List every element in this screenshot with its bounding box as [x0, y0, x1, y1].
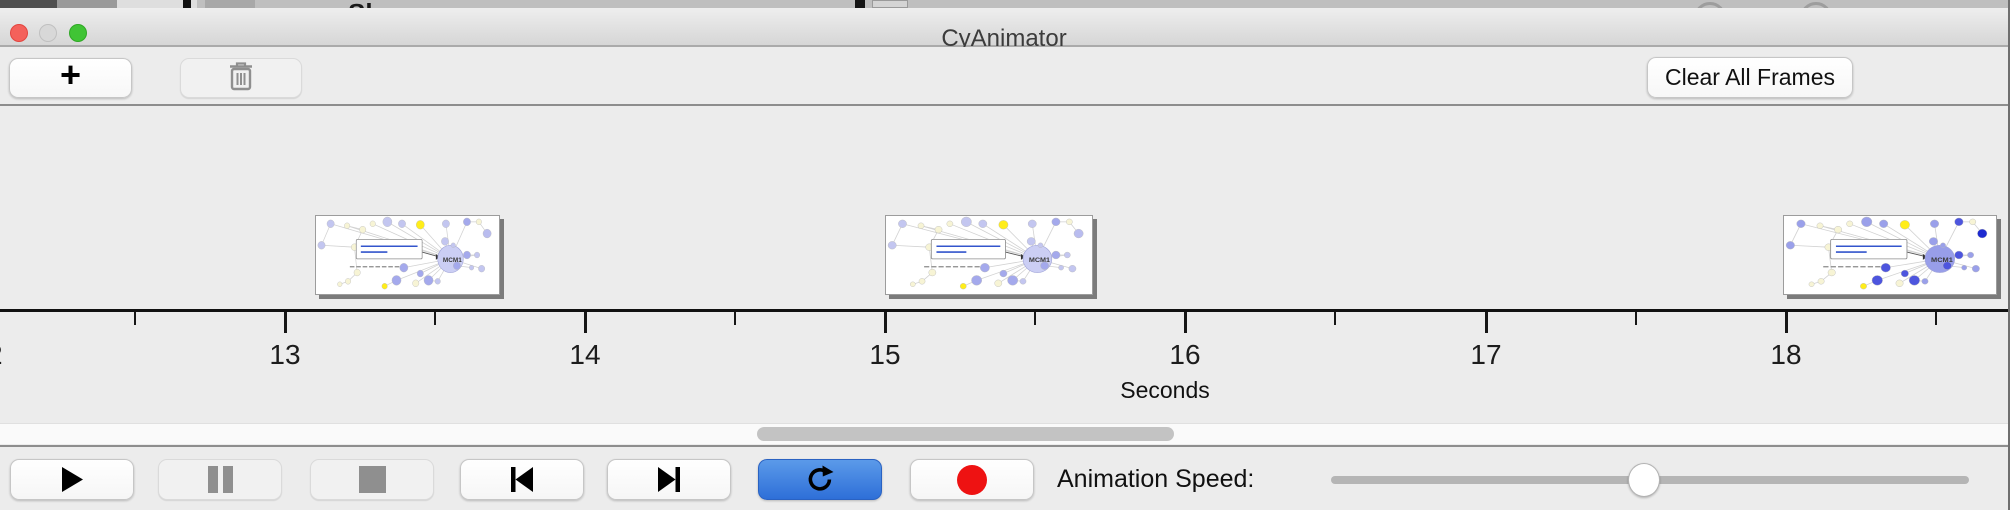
timeline-panel[interactable]: MCM1 MCM1 MCM1 12 13 14 15 16 17 18 Seconds: [0, 108, 2008, 447]
animation-speed-slider-thumb[interactable]: [1628, 463, 1660, 497]
background-fragment: [57, 0, 117, 8]
axis-tick-label: 13: [269, 339, 301, 370]
skip-to-start-icon: [511, 467, 533, 492]
delete-frame-button[interactable]: [180, 58, 302, 98]
stop-icon: [358, 466, 386, 493]
loop-icon: [808, 465, 834, 491]
background-window-sliver: Shape: [0, 0, 2008, 8]
stop-button[interactable]: [310, 459, 434, 500]
background-shape-text: Shape: [348, 0, 426, 8]
zoom-window-button[interactable]: [69, 24, 87, 42]
axis-minor-tick: [1034, 312, 1036, 325]
axis-tick-label: 16: [1169, 339, 1201, 370]
timeline-axis-line: [0, 309, 2008, 312]
axis-minor-tick: [734, 312, 736, 325]
axis-minor-tick: [1334, 312, 1336, 325]
axis-major-tick: [1485, 312, 1488, 333]
add-frame-button[interactable]: +: [9, 54, 132, 98]
axis-minor-tick: [1635, 312, 1637, 325]
close-window-button[interactable]: [10, 24, 28, 42]
frame-toolbar: + Clear All Frames: [0, 47, 2008, 106]
background-fragment: [872, 0, 908, 8]
axis-minor-tick: [434, 312, 436, 325]
frame-thumbnail-2[interactable]: MCM1: [885, 215, 1093, 295]
loop-button[interactable]: [758, 459, 882, 500]
play-button[interactable]: [10, 459, 134, 500]
animation-speed-label: Animation Speed:: [1057, 465, 1255, 493]
playback-controls-bar: Animation Speed:: [0, 449, 2008, 510]
play-icon: [61, 467, 83, 492]
svg-text:MCM1: MCM1: [443, 257, 462, 264]
background-fragment: [205, 0, 255, 8]
axis-minor-tick: [1935, 312, 1937, 325]
axis-tick-label: 17: [1470, 339, 1502, 370]
skip-to-start-button[interactable]: [460, 459, 584, 500]
axis-major-tick: [284, 312, 287, 333]
minimize-window-button[interactable]: [39, 24, 57, 42]
axis-minor-tick: [134, 312, 136, 325]
axis-major-tick: [884, 312, 887, 333]
svg-text:MCM1: MCM1: [1029, 257, 1050, 264]
background-fragment: [855, 0, 865, 8]
skip-to-end-icon: [658, 467, 680, 492]
timeline-scrollbar-thumb[interactable]: [757, 427, 1174, 441]
timeline-scrollbar[interactable]: [0, 423, 2008, 444]
title-bar: CyAnimator: [0, 8, 2008, 52]
axis-tick-label: 15: [869, 339, 901, 370]
record-button[interactable]: [910, 459, 1034, 500]
record-icon: [957, 464, 987, 495]
frame-thumbnail-3[interactable]: MCM1: [1783, 215, 1997, 295]
background-fragment: [183, 0, 191, 8]
frame-thumbnail-1[interactable]: MCM1: [315, 215, 500, 295]
clear-all-frames-label: Clear All Frames: [1665, 64, 1835, 90]
plus-icon: +: [59, 54, 82, 95]
pause-icon: [208, 466, 233, 493]
axis-unit-label: Seconds: [1120, 377, 1210, 403]
background-fragment: [0, 0, 57, 8]
skip-to-end-button[interactable]: [607, 459, 731, 500]
axis-major-tick: [584, 312, 587, 333]
axis-tick-label: 18: [1770, 339, 1802, 370]
axis-major-tick: [1785, 312, 1788, 333]
animation-speed-slider[interactable]: [1331, 463, 1969, 497]
axis-major-tick: [1184, 312, 1187, 333]
axis-tick-label: 12: [0, 339, 27, 371]
background-fragment: [117, 0, 197, 8]
pause-button[interactable]: [158, 459, 282, 500]
axis-tick-label: 14: [569, 339, 601, 370]
trash-icon: [228, 61, 254, 96]
clear-all-frames-button[interactable]: Clear All Frames: [1647, 57, 1853, 98]
svg-text:MCM1: MCM1: [1931, 256, 1953, 264]
